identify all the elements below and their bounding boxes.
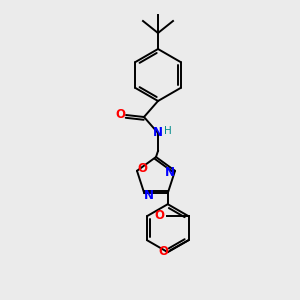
Text: O: O (115, 109, 125, 122)
Text: N: N (165, 166, 175, 179)
Text: N: N (144, 189, 154, 202)
Text: O: O (158, 245, 169, 258)
Text: H: H (164, 126, 172, 136)
Text: N: N (153, 127, 163, 140)
Text: O: O (154, 209, 164, 222)
Text: O: O (137, 162, 147, 175)
